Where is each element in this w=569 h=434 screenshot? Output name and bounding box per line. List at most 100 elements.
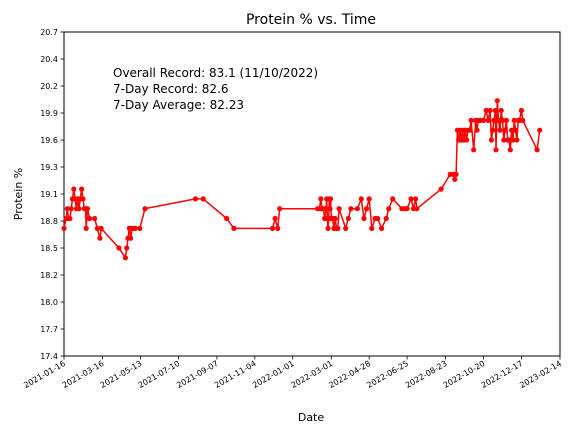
data-point [369,225,375,231]
data-point [71,186,77,192]
data-point [328,196,334,202]
data-point [124,245,130,251]
chart-title: Protein % vs. Time [246,12,376,28]
y-tick-label: 18.8 [40,217,58,226]
data-point [480,117,487,123]
data-point [386,206,392,212]
data-point [366,196,372,202]
data-point [520,117,526,123]
series-line [63,100,541,260]
y-tick-label: 19.3 [40,163,58,172]
data-point [413,196,419,202]
data-point [502,127,508,133]
data-point [275,225,281,231]
data-point [375,215,381,222]
data-point [506,137,512,143]
annotation-line: 7-Day Record: 82.6 [113,82,229,96]
data-point [467,127,473,133]
annotation-block: Overall Record: 83.1 (11/10/2022) 7-Day R… [113,66,318,112]
data-point [128,235,134,241]
data-point [68,206,74,212]
data-point [414,206,420,212]
data-point [327,206,333,212]
x-axis: 2021-01-162021-03-162021-05-132021-07-10… [22,356,563,390]
x-tick-label: 2021-09-07 [175,359,220,390]
data-point [323,206,329,212]
y-tick-label: 18.5 [40,244,58,253]
data-point [474,127,480,133]
data-point [453,171,459,177]
data-point [231,225,237,231]
data-point [132,225,138,231]
data-point [490,127,496,133]
data-point [86,215,93,222]
x-tick-label: 2022-06-25 [365,359,410,390]
x-tick-label: 2022-01-01 [251,359,296,390]
data-point [471,147,477,153]
annotation-line: Overall Record: 83.1 (11/10/2022) [113,66,318,80]
data-point [336,206,342,212]
data-point [361,215,367,222]
data-point [513,127,519,133]
annotation-line: 7-Day Average: 82.23 [113,98,244,112]
y-tick-label: 19.1 [40,190,58,199]
data-point [348,206,354,212]
x-axis-label: Date [298,411,325,424]
x-tick-label: 2021-05-13 [99,359,144,390]
data-point [488,137,494,143]
data-point [498,107,504,114]
data-point [67,215,73,222]
data-point [487,107,493,114]
data-point [507,147,513,153]
y-tick-label: 20.4 [40,55,58,64]
data-point [116,245,122,251]
data-point [318,196,324,202]
data-point [468,117,474,123]
data-point [509,127,515,133]
plot-frame [63,31,561,357]
data-point [200,196,206,202]
data-point [92,215,98,222]
y-axis: 17.4 17.7 18.0 18.2 18.5 18.8 19.1 19.3 19.6 19.9… [40,28,64,361]
data-point [224,215,230,222]
data-point [192,196,198,202]
data-point [491,117,497,123]
x-tick-label: 2022-08-23 [404,359,449,390]
series-layer [61,98,543,261]
data-point [325,225,331,231]
data-point [497,127,503,133]
data-point [438,186,444,192]
data-point [122,255,128,261]
data-point [492,107,498,114]
data-point [404,206,410,212]
x-tick-label: 2022-12-17 [480,359,525,390]
data-point [269,225,276,231]
data-point [452,176,458,182]
data-point [534,147,540,153]
data-point [518,107,525,114]
data-point [277,206,283,212]
x-tick-label: 2022-10-20 [442,359,487,390]
data-point [345,215,351,222]
data-point [76,206,82,212]
data-point [537,127,543,133]
data-point [485,117,491,123]
data-point [84,206,91,212]
y-tick-label: 17.4 [40,352,58,361]
data-point [464,137,470,143]
data-point [80,196,86,202]
data-point [79,186,85,192]
data-point [354,206,360,212]
data-point [390,196,396,202]
data-point [358,196,364,202]
data-point [510,137,516,143]
data-point [343,225,349,231]
data-point [499,117,506,123]
x-tick-label: 2021-03-16 [61,359,106,390]
data-point [501,137,507,143]
data-point [408,196,414,202]
data-point [97,235,103,241]
data-point [379,225,385,231]
y-tick-label: 19.9 [40,109,58,118]
data-point [332,215,338,222]
